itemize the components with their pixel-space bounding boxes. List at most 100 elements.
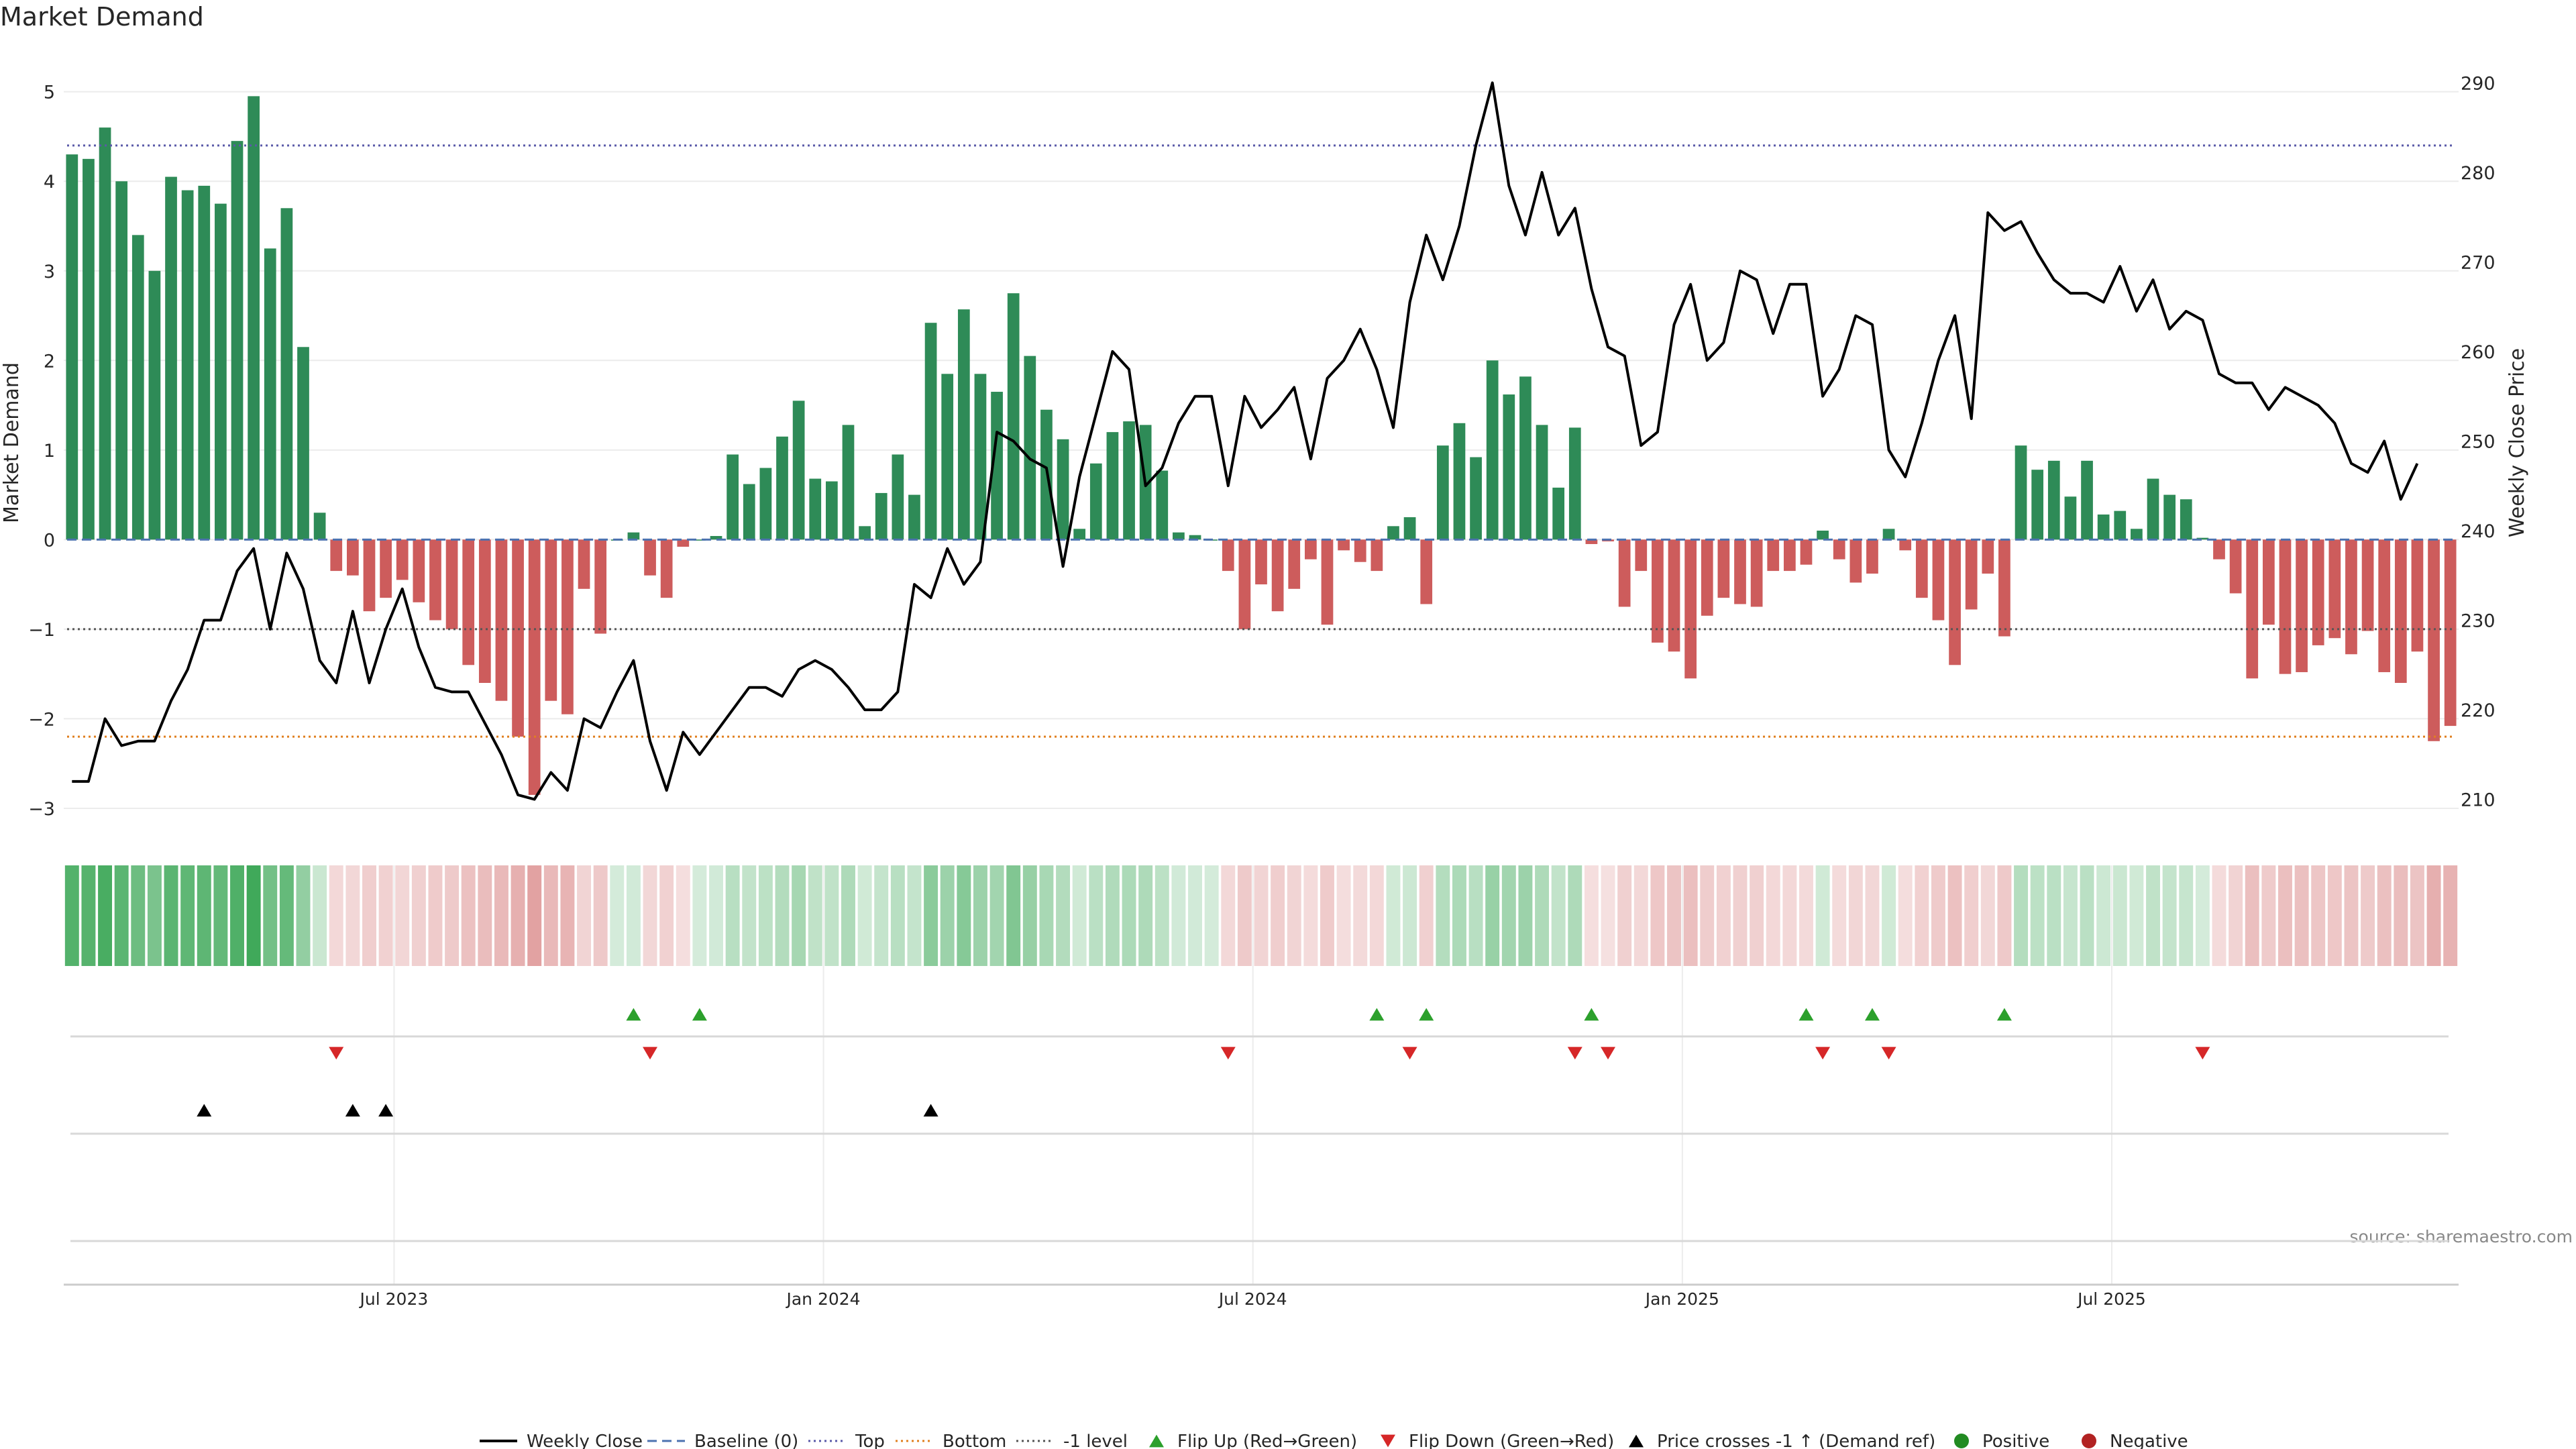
demand-strip-cell — [1022, 865, 1037, 966]
demand-strip-cell — [1650, 865, 1665, 966]
demand-strip-cell — [1303, 865, 1318, 966]
flip-down-marker — [2195, 1046, 2210, 1060]
y-tick-right: 270 — [2461, 252, 2496, 273]
legend-label: Bottom — [943, 1432, 1006, 1449]
demand-bar — [1089, 463, 1102, 540]
flip-down-marker — [1881, 1046, 1896, 1060]
demand-strip-cell — [1667, 865, 1681, 966]
flip-up-marker — [1864, 1008, 1880, 1021]
demand-strip-cell — [1089, 865, 1104, 966]
demand-bar — [1470, 457, 1482, 540]
demand-strip-cell — [395, 865, 410, 966]
demand-strip-cell — [593, 865, 608, 966]
demand-bar — [2064, 496, 2077, 540]
demand-bar — [131, 235, 144, 540]
demand-bar — [83, 158, 95, 540]
demand-strip-cell — [1188, 865, 1202, 966]
demand-strip-cell — [1155, 865, 1169, 966]
demand-strip-cell — [676, 865, 690, 966]
demand-strip-cell — [313, 865, 327, 966]
demand-bar — [1189, 535, 1201, 540]
y-tick-left: 0 — [44, 530, 55, 551]
demand-strip-cell — [577, 865, 592, 966]
demand-strip-cell — [1204, 865, 1219, 966]
y-tick-right: 220 — [2461, 700, 2496, 721]
demand-strip-cell — [1237, 865, 1252, 966]
demand-strip-cell — [659, 865, 674, 966]
demand-strip-cell — [2047, 865, 2061, 966]
demand-bar — [710, 536, 722, 540]
demand-strip-cell — [1733, 865, 1748, 966]
y-tick-left: −1 — [28, 620, 55, 641]
flip-down-marker — [1567, 1046, 1582, 1060]
demand-bar — [2411, 539, 2424, 652]
x-tick-label: Jan 2025 — [1644, 1289, 1719, 1309]
demand-bar — [1338, 539, 1350, 551]
demand-bar — [892, 454, 904, 540]
demand-bar — [478, 539, 491, 683]
demand-strip-cell — [1353, 865, 1368, 966]
demand-bar — [1536, 425, 1548, 540]
demand-bar — [2047, 460, 2060, 540]
legend-label: Weekly Close — [527, 1432, 643, 1449]
price-cross-marker — [378, 1104, 394, 1117]
legend-label: Baseline (0) — [694, 1432, 798, 1449]
demand-strip-cell — [197, 865, 211, 966]
demand-bar — [2394, 539, 2407, 683]
demand-bar — [1519, 376, 1532, 540]
demand-strip-cell — [2261, 865, 2276, 966]
demand-strip-cell — [511, 865, 525, 966]
demand-bar — [1767, 539, 1780, 572]
demand-strip-cell — [2311, 865, 2326, 966]
demand-bar — [248, 96, 260, 540]
demand-bar — [2428, 539, 2440, 741]
demand-bar — [1222, 539, 1234, 572]
legend-label: Top — [855, 1432, 885, 1449]
demand-strip-cell — [2377, 865, 2392, 966]
demand-strip-cell — [1403, 865, 1417, 966]
flip-down-marker — [643, 1046, 658, 1060]
demand-strip-cell — [1039, 865, 1054, 966]
demand-strip-cell — [692, 865, 707, 966]
demand-bar — [1436, 445, 1449, 540]
demand-bar — [1304, 539, 1317, 559]
demand-strip-cell — [478, 865, 492, 966]
demand-bar — [594, 539, 607, 634]
demand-strip-cell — [2096, 865, 2111, 966]
demand-bar — [957, 309, 970, 540]
demand-bar — [1998, 539, 2010, 637]
demand-strip-cell — [98, 865, 113, 966]
demand-strip-cell — [1750, 865, 1764, 966]
demand-bar — [1618, 539, 1631, 607]
demand-bar — [644, 539, 656, 576]
legend-swatch — [1629, 1434, 1644, 1448]
demand-strip-cell — [1584, 865, 1599, 966]
demand-bar — [694, 539, 706, 541]
demand-strip-cell — [1782, 865, 1797, 966]
y-tick-left: 2 — [44, 351, 55, 372]
y-tick-right: 250 — [2461, 431, 2496, 452]
demand-bar — [99, 127, 111, 540]
demand-bar — [2097, 514, 2110, 540]
demand-bar — [1882, 529, 1895, 540]
demand-strip-cell — [1171, 865, 1186, 966]
demand-strip-cell — [874, 865, 889, 966]
x-tick-label: Jul 2024 — [1218, 1289, 1287, 1309]
demand-strip-cell — [1799, 865, 1813, 966]
demand-bar — [2246, 539, 2259, 679]
demand-strip-cell — [2063, 865, 2078, 966]
demand-bar — [181, 190, 194, 540]
demand-bar — [66, 154, 78, 540]
demand-bar — [1915, 539, 1928, 598]
demand-strip-cell — [461, 865, 476, 966]
flip-up-marker — [626, 1008, 641, 1021]
demand-bar — [1503, 394, 1515, 540]
demand-strip-cell — [2294, 865, 2309, 966]
demand-strip-cell — [411, 865, 426, 966]
demand-bar — [1238, 539, 1251, 629]
demand-strip-cell — [1815, 865, 1830, 966]
legend-swatch — [2082, 1434, 2096, 1448]
demand-bar — [759, 468, 772, 540]
demand-bar — [2081, 460, 2093, 540]
demand-bar — [2114, 511, 2127, 540]
